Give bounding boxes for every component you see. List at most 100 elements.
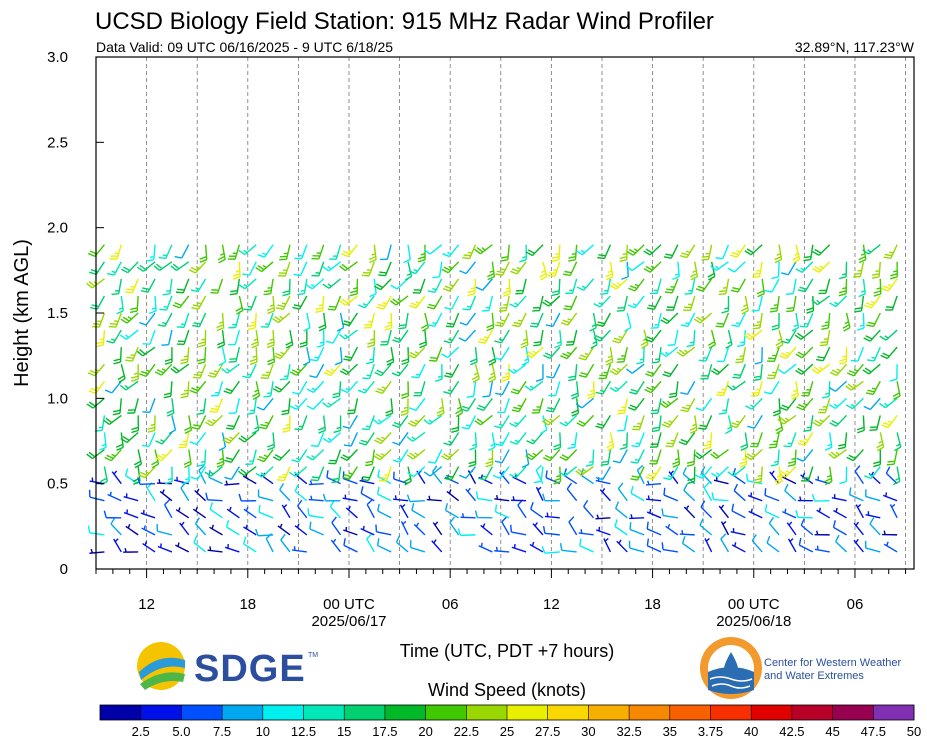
- wind-barb: [882, 530, 898, 536]
- wind-barb: [687, 466, 696, 485]
- wind-barb: [480, 523, 493, 536]
- location-label: 32.89°N, 117.23°W: [795, 39, 915, 55]
- x-axis-label: Time (UTC, PDT +7 hours): [400, 641, 615, 661]
- wind-barb: [812, 414, 831, 427]
- plot-frame: [95, 56, 915, 570]
- wind-barb: [579, 538, 594, 553]
- wind-barb: [520, 329, 529, 349]
- wind-barb: [296, 499, 308, 519]
- wind-barb: [721, 295, 730, 314]
- wind-barb: [632, 415, 645, 431]
- wind-barb: [166, 398, 175, 417]
- wind-barb: [197, 449, 207, 467]
- wind-barb: [117, 364, 126, 384]
- wind-barb: [629, 514, 645, 520]
- wind-barb: [828, 380, 848, 392]
- colorbar-swatch: [873, 705, 915, 720]
- wind-barb: [401, 381, 410, 400]
- wind-barb: [644, 380, 662, 394]
- wind-barb: [803, 244, 814, 262]
- wind-barb: [190, 278, 207, 293]
- wind-barb: [221, 363, 240, 374]
- wind-barb: [578, 363, 595, 378]
- wind-barb: [123, 547, 139, 553]
- wind-barb: [683, 295, 696, 312]
- wind-barb: [360, 525, 375, 536]
- wind-barb: [661, 508, 678, 519]
- wind-barb: [153, 261, 173, 272]
- wind-barb: [540, 415, 548, 435]
- wind-barb: [174, 244, 190, 259]
- wind-barb: [662, 363, 679, 378]
- sdge-swoosh-blue: [139, 657, 185, 680]
- wind-barb: [125, 278, 139, 294]
- wind-barb: [873, 449, 882, 468]
- wind-barb: [821, 312, 831, 331]
- wind-barb: [444, 295, 460, 310]
- wind-barb: [799, 312, 814, 328]
- wind-barb: [104, 380, 122, 394]
- wind-barb: [377, 503, 392, 519]
- wind-barb: [883, 244, 898, 260]
- wind-barb: [368, 244, 377, 264]
- wind-barb: [700, 466, 713, 485]
- wind-barb: [812, 261, 831, 273]
- wind-barb: [661, 414, 679, 428]
- wind-barb: [848, 487, 864, 502]
- colorbar: 2.5 5.0 7.5 10 12.5 15 17.5 20 22.5 25 27.5 30 32.5 3…: [99, 704, 921, 739]
- wind-barb: [86, 448, 105, 460]
- wind-barb: [376, 538, 392, 553]
- wind-barb: [179, 521, 190, 536]
- wind-barb: [465, 487, 477, 502]
- wind-barb: [340, 449, 358, 462]
- wind-barb: [431, 465, 443, 485]
- wind-barb: [784, 483, 797, 502]
- colorbar-label: 12.5: [291, 724, 316, 739]
- wind-barb: [265, 533, 274, 553]
- wind-barb: [266, 295, 275, 315]
- wind-barb: [595, 380, 612, 395]
- wind-barb: [361, 415, 375, 431]
- wind-barb: [565, 278, 578, 294]
- wind-barb: [137, 477, 156, 486]
- colorbar-swatch: [140, 705, 182, 720]
- wind-barb: [373, 278, 392, 291]
- wind-barb: [679, 244, 696, 259]
- wind-barb: [646, 538, 662, 553]
- wind-barb: [846, 363, 864, 377]
- wind-barb: [406, 494, 425, 503]
- wind-barb: [603, 537, 612, 553]
- colorbar-swatch: [507, 705, 549, 720]
- wind-barb: [646, 295, 662, 311]
- wind-barb: [783, 432, 797, 448]
- wind-barb: [189, 432, 207, 446]
- wind-barb: [698, 415, 713, 430]
- wind-barb: [543, 449, 561, 462]
- wind-barb: [563, 261, 578, 277]
- wind-barb: [853, 521, 864, 536]
- wind-barb: [443, 380, 460, 395]
- wind-barb: [684, 278, 696, 295]
- wind-barb: [474, 510, 493, 519]
- wind-barb: [257, 489, 274, 502]
- wind-barb: [630, 466, 645, 481]
- wind-barb: [636, 347, 645, 365]
- wind-barb: [445, 312, 460, 328]
- wind-barb: [797, 496, 813, 502]
- wind-barb: [175, 278, 190, 294]
- wind-barb: [333, 415, 342, 434]
- wind-barb: [497, 398, 510, 414]
- wind-barb: [343, 538, 358, 553]
- wind-barb: [108, 312, 122, 328]
- wind-barb: [599, 488, 611, 502]
- wind-barb: [812, 244, 831, 256]
- wind-barb: [232, 261, 241, 280]
- wind-barb: [858, 278, 866, 298]
- wind-barb: [423, 466, 443, 477]
- wind-barb: [103, 414, 122, 425]
- wind-barb: [207, 546, 223, 553]
- wind-barb: [821, 381, 831, 399]
- wind-barb: [668, 470, 679, 485]
- colorbar-swatch: [262, 705, 304, 720]
- wind-barb: [243, 524, 257, 536]
